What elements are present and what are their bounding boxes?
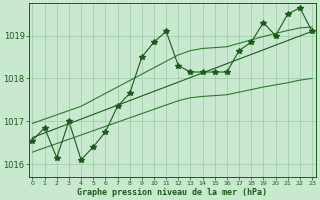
X-axis label: Graphe pression niveau de la mer (hPa): Graphe pression niveau de la mer (hPa) (77, 188, 267, 197)
